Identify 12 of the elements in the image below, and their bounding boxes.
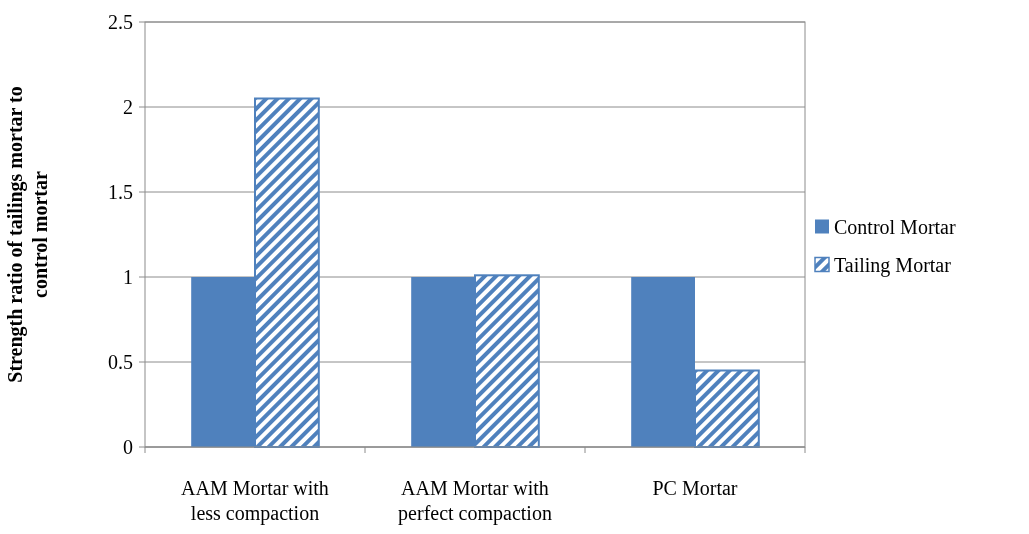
x-tick-label: PC Mortar xyxy=(652,477,738,499)
x-tick-label: AAM Mortar with less compaction xyxy=(181,477,329,525)
y-axis-title: Strength ratio of tailings mortar to control mortar xyxy=(4,86,51,383)
y-tick-label: 0.5 xyxy=(108,351,133,373)
y-tick-label: 2 xyxy=(123,96,133,118)
y-tick-label: 2.5 xyxy=(108,11,133,33)
legend-label: Tailing Mortar xyxy=(834,253,952,277)
y-tick-label: 0 xyxy=(123,436,133,458)
y-tick-label: 1 xyxy=(123,266,133,288)
y-tick-label: 1.5 xyxy=(108,181,133,203)
legend-label: Control Mortar xyxy=(834,215,956,238)
x-tick-label: AAM Mortar with perfect compaction xyxy=(398,477,552,525)
